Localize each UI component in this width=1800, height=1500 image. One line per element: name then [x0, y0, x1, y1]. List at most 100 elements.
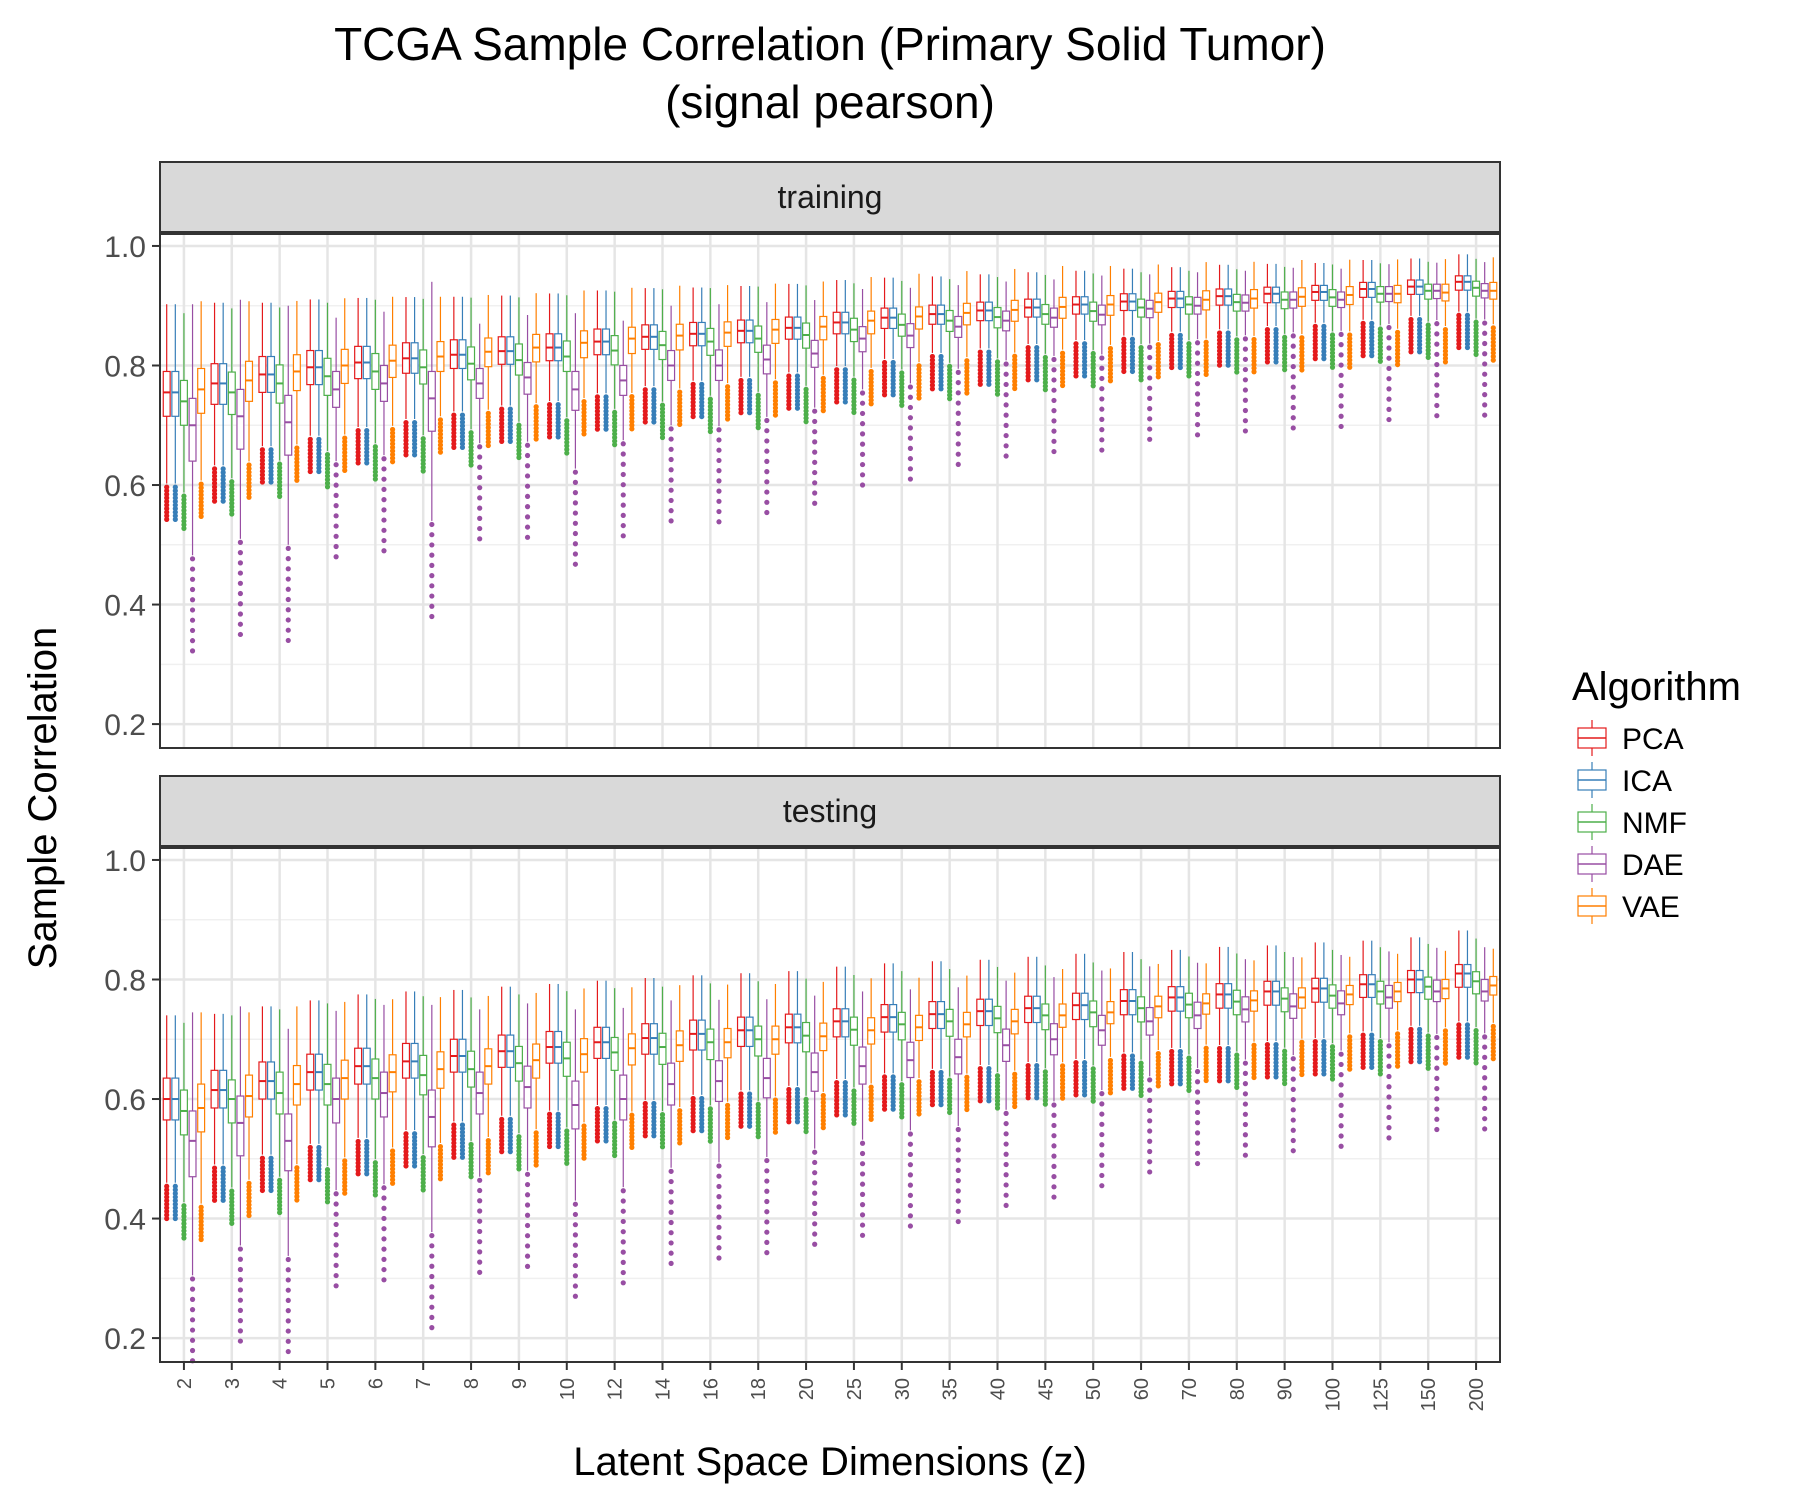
outlier-point [451, 441, 457, 447]
outlier-point [1347, 350, 1353, 356]
boxplot-pca-50 [1071, 953, 1081, 1098]
outlier-point [1369, 1064, 1375, 1070]
outlier-point [237, 1338, 243, 1344]
outlier-point [851, 1095, 857, 1101]
outlier-point [651, 405, 657, 411]
outlier-point [881, 385, 888, 391]
outlier-point [1034, 377, 1040, 383]
outlier-point [812, 469, 818, 476]
outlier-point [1025, 1070, 1031, 1076]
outlier-point [181, 518, 187, 524]
outlier-point [429, 1253, 435, 1259]
outlier-point [1369, 1057, 1375, 1063]
outlier-point [1121, 365, 1127, 371]
outlier-point [564, 421, 570, 427]
outlier-point [1090, 361, 1096, 367]
outlier-point [285, 1287, 291, 1293]
outlier-point [1034, 1095, 1040, 1101]
outlier-point [724, 1117, 731, 1123]
outlier-point [699, 1095, 705, 1102]
outlier-point [699, 1102, 705, 1109]
outlier-point [1425, 1065, 1431, 1071]
outlier-point [1090, 1098, 1096, 1104]
outlier-point [268, 454, 274, 460]
outlier-point [342, 1179, 348, 1185]
outlier-point [1321, 1064, 1327, 1070]
outlier-point [603, 405, 609, 411]
outlier-point [237, 1307, 243, 1314]
outlier-point [1408, 334, 1414, 340]
outlier-point [977, 1091, 983, 1097]
outlier-point [612, 1127, 618, 1134]
outlier-point [812, 449, 818, 455]
legend-item-nmf: NMF [1577, 804, 1687, 840]
outlier-point [620, 522, 626, 529]
outlier-point [516, 1162, 522, 1168]
boxplot-nmf-80 [1232, 953, 1241, 1090]
outlier-point [1442, 359, 1449, 365]
outlier-point [485, 1170, 491, 1176]
outlier-point [594, 1109, 601, 1115]
outlier-point [1321, 1046, 1327, 1052]
outlier-point [1251, 1056, 1257, 1063]
outlier-point [1242, 366, 1248, 373]
outlier-point [820, 379, 826, 385]
outlier-point [1073, 1085, 1079, 1091]
outlier-point [294, 477, 300, 483]
outlier-point [955, 410, 961, 416]
y-tick-label: 0.8 [104, 350, 146, 383]
outlier-point [1282, 359, 1288, 366]
outlier-point [1042, 372, 1048, 378]
outlier-point [803, 1107, 809, 1113]
outlier-point [603, 1131, 609, 1137]
outlier-point [1273, 1067, 1279, 1073]
outlier-point [947, 1106, 953, 1112]
outlier-point [285, 566, 291, 572]
outlier-point [1456, 312, 1462, 318]
outlier-point [677, 396, 683, 402]
outlier-point [1417, 1030, 1423, 1036]
outlier-point [1025, 370, 1031, 376]
outlier-point [1138, 362, 1144, 369]
outlier-point [977, 1087, 983, 1093]
outlier-point [1042, 1094, 1048, 1100]
outlier-point [1386, 1094, 1392, 1100]
outlier-point [1464, 344, 1471, 351]
outlier-point [738, 406, 744, 412]
outlier-point [820, 404, 826, 410]
outlier-point [1242, 1101, 1248, 1107]
boxplot-vae-5 [340, 1001, 349, 1196]
boxplot-vae-70 [1202, 963, 1211, 1084]
outlier-point [437, 1143, 444, 1150]
outlier-point [459, 434, 466, 440]
outlier-point [1169, 361, 1175, 367]
outlier-point [1464, 1036, 1471, 1042]
outlier-point [881, 388, 888, 394]
outlier-point [268, 465, 274, 471]
outlier-point [955, 431, 961, 437]
outlier-point [1203, 1067, 1209, 1073]
outlier-point [594, 415, 601, 421]
outlier-point [546, 1129, 553, 1135]
outlier-point [581, 424, 587, 430]
outlier-point [1090, 365, 1096, 371]
outlier-point [1442, 1053, 1449, 1059]
outlier-point [1482, 381, 1488, 388]
outlier-point [477, 1177, 483, 1183]
outlier-point [1025, 348, 1031, 354]
outlier-point [1003, 422, 1009, 428]
boxplot-vae-5 [340, 298, 349, 473]
outlier-point [533, 429, 539, 435]
outlier-point [1082, 1070, 1088, 1076]
outlier-point [994, 387, 1001, 394]
outlier-point [651, 390, 657, 396]
outlier-point [546, 1136, 553, 1142]
outlier-point [294, 456, 300, 462]
outlier-point [1034, 1080, 1040, 1087]
outlier-point [690, 388, 696, 395]
outlier-point [324, 1195, 331, 1201]
outlier-point [564, 1135, 570, 1141]
outlier-point [389, 1173, 396, 1179]
outlier-point [1312, 334, 1318, 340]
outlier-point [499, 420, 505, 427]
